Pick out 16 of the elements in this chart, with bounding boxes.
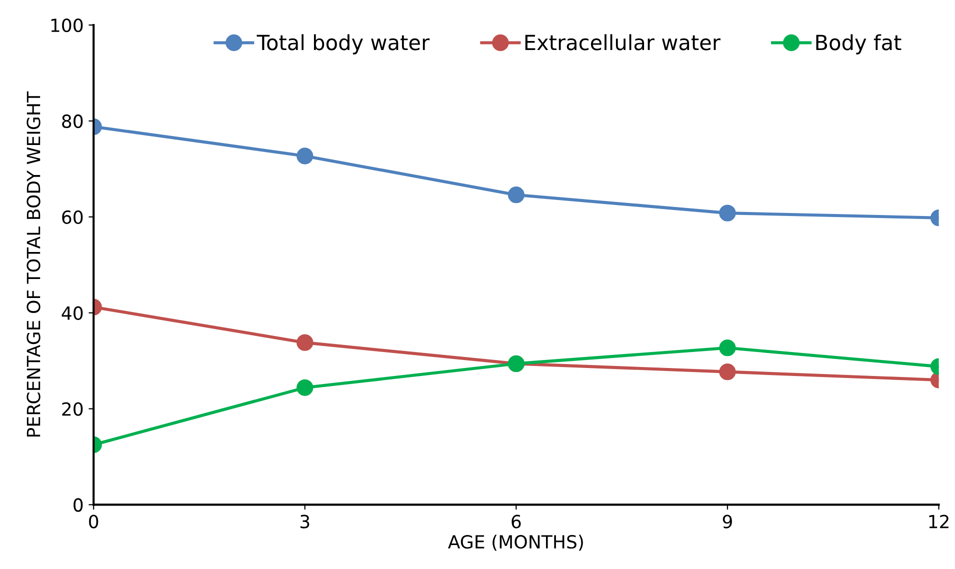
legend-label: Total body water: [256, 34, 430, 54]
y-tick-label: 100: [51, 18, 83, 32]
x-tick-label: 9: [722, 514, 732, 528]
x-tick-label: 12: [929, 514, 948, 528]
y-axis-title: PERCENTAGE OF TOTAL BODY WEIGHT: [26, 91, 40, 436]
x-tick-label: 6: [512, 514, 521, 528]
y-tick-label: 80: [62, 114, 83, 128]
y-tick-label: 20: [62, 402, 83, 416]
x-tick-label: 3: [300, 514, 310, 528]
legend-label: Extracellular water: [525, 34, 720, 50]
x-axis-title: AGE (MONTHS): [448, 534, 583, 551]
legend-label: Body fat: [816, 34, 902, 54]
x-tick-label: 0: [89, 514, 98, 528]
y-tick-label: 40: [62, 306, 83, 320]
y-tick-label: 60: [62, 210, 83, 224]
y-tick-label: 0: [74, 498, 83, 512]
